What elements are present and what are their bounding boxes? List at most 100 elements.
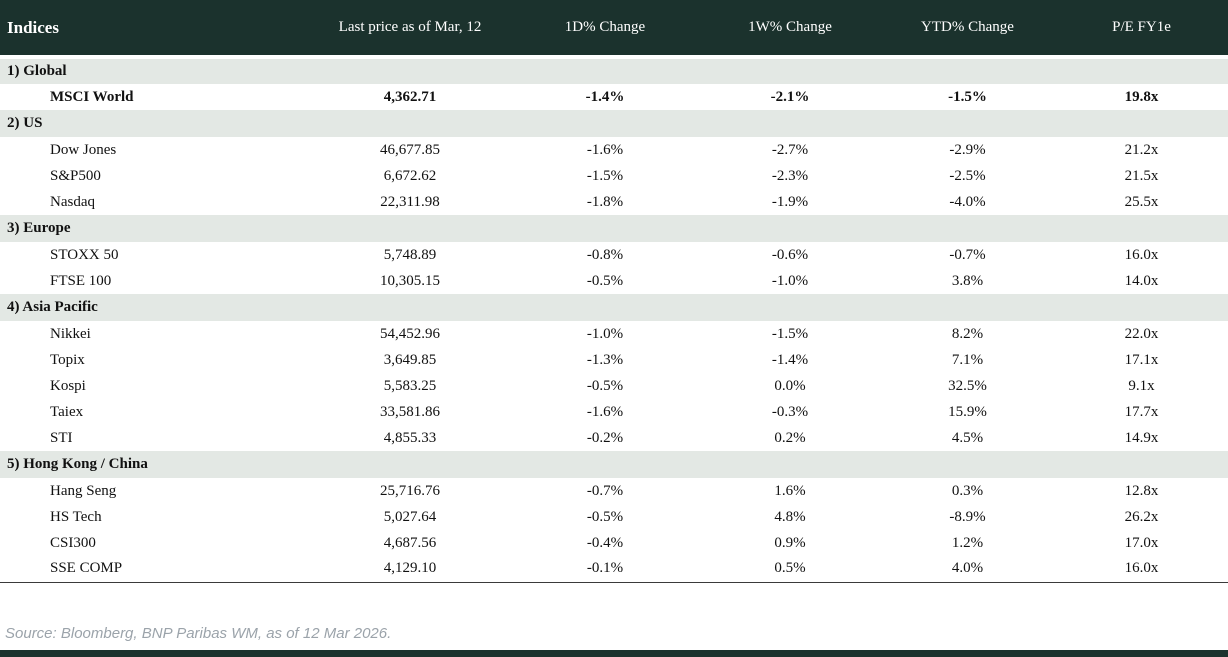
index-row: Topix 3,649.85 -1.3% -1.4% 7.1% 17.1x bbox=[0, 347, 1228, 373]
change-ytd-cell: -4.0% bbox=[880, 189, 1055, 215]
index-row: Kospi 5,583.25 -0.5% 0.0% 32.5% 9.1x bbox=[0, 373, 1228, 399]
index-name-cell: Dow Jones bbox=[0, 137, 310, 163]
index-row: STI 4,855.33 -0.2% 0.2% 4.5% 14.9x bbox=[0, 425, 1228, 451]
pe-cell: 12.8x bbox=[1055, 478, 1228, 504]
index-name-cell: Kospi bbox=[0, 373, 310, 399]
change-ytd-cell: 8.2% bbox=[880, 321, 1055, 347]
change-1d-cell: -1.6% bbox=[510, 137, 700, 163]
change-1d-cell: -0.2% bbox=[510, 425, 700, 451]
change-ytd-cell: 0.3% bbox=[880, 478, 1055, 504]
change-ytd-cell: 7.1% bbox=[880, 347, 1055, 373]
index-name-cell: STOXX 50 bbox=[0, 242, 310, 268]
change-ytd-cell: -2.9% bbox=[880, 137, 1055, 163]
change-1w-cell: -2.3% bbox=[700, 163, 880, 189]
bottom-accent-bar bbox=[0, 650, 1228, 657]
last-price-cell: 4,362.71 bbox=[310, 84, 510, 110]
pe-cell: 14.0x bbox=[1055, 268, 1228, 294]
change-1d-cell: -1.4% bbox=[510, 84, 700, 110]
index-name-cell: Nikkei bbox=[0, 321, 310, 347]
change-ytd-cell: 3.8% bbox=[880, 268, 1055, 294]
change-1d-cell: -1.8% bbox=[510, 189, 700, 215]
change-1w-cell: -1.4% bbox=[700, 347, 880, 373]
change-1w-cell: 0.0% bbox=[700, 373, 880, 399]
section-header-row: 5) Hong Kong / China bbox=[0, 451, 1228, 478]
index-row: MSCI World 4,362.71 -1.4% -2.1% -1.5% 19.8x bbox=[0, 84, 1228, 110]
pe-cell: 25.5x bbox=[1055, 189, 1228, 215]
last-price-cell: 4,855.33 bbox=[310, 425, 510, 451]
col-header-indices: Indices bbox=[0, 0, 310, 59]
index-name-cell: Hang Seng bbox=[0, 478, 310, 504]
change-1d-cell: -1.0% bbox=[510, 321, 700, 347]
section-header-row: 1) Global bbox=[0, 57, 1228, 84]
index-row: HS Tech 5,027.64 -0.5% 4.8% -8.9% 26.2x bbox=[0, 504, 1228, 530]
index-row: Dow Jones 46,677.85 -1.6% -2.7% -2.9% 21.2x bbox=[0, 137, 1228, 163]
index-name-cell: S&P500 bbox=[0, 163, 310, 189]
col-header-1w-change: 1W% Change bbox=[700, 0, 880, 59]
table-body: 1) Global MSCI World 4,362.71 -1.4% -2.1% -1.… bbox=[0, 57, 1228, 582]
change-1d-cell: -1.6% bbox=[510, 399, 700, 425]
pe-cell: 19.8x bbox=[1055, 84, 1228, 110]
change-ytd-cell: 1.2% bbox=[880, 530, 1055, 556]
section-label: 3) Europe bbox=[0, 215, 1228, 242]
section-label: 1) Global bbox=[0, 57, 1228, 84]
index-name-cell: Topix bbox=[0, 347, 310, 373]
last-price-cell: 33,581.86 bbox=[310, 399, 510, 425]
index-name-cell: HS Tech bbox=[0, 504, 310, 530]
change-1d-cell: -1.3% bbox=[510, 347, 700, 373]
index-name-cell: MSCI World bbox=[0, 84, 310, 110]
change-1d-cell: -0.7% bbox=[510, 478, 700, 504]
header-row: Indices Last price as of Mar, 12 1D% Cha… bbox=[0, 0, 1228, 59]
change-ytd-cell: 4.5% bbox=[880, 425, 1055, 451]
index-name-cell: SSE COMP bbox=[0, 556, 310, 582]
index-name-cell: FTSE 100 bbox=[0, 268, 310, 294]
index-row: Taiex 33,581.86 -1.6% -0.3% 15.9% 17.7x bbox=[0, 399, 1228, 425]
change-ytd-cell: -8.9% bbox=[880, 504, 1055, 530]
pe-cell: 17.1x bbox=[1055, 347, 1228, 373]
col-header-ytd-change: YTD% Change bbox=[880, 0, 1055, 59]
index-name-cell: STI bbox=[0, 425, 310, 451]
pe-cell: 16.0x bbox=[1055, 556, 1228, 582]
change-1w-cell: -0.3% bbox=[700, 399, 880, 425]
last-price-cell: 4,129.10 bbox=[310, 556, 510, 582]
table-header: Indices Last price as of Mar, 12 1D% Cha… bbox=[0, 0, 1228, 59]
index-row: SSE COMP 4,129.10 -0.1% 0.5% 4.0% 16.0x bbox=[0, 556, 1228, 582]
change-1d-cell: -0.5% bbox=[510, 504, 700, 530]
last-price-cell: 10,305.15 bbox=[310, 268, 510, 294]
section-header-row: 2) US bbox=[0, 110, 1228, 137]
change-ytd-cell: -2.5% bbox=[880, 163, 1055, 189]
change-1w-cell: 0.9% bbox=[700, 530, 880, 556]
change-1w-cell: -1.5% bbox=[700, 321, 880, 347]
pe-cell: 21.2x bbox=[1055, 137, 1228, 163]
change-1d-cell: -1.5% bbox=[510, 163, 700, 189]
change-ytd-cell: 15.9% bbox=[880, 399, 1055, 425]
last-price-cell: 5,583.25 bbox=[310, 373, 510, 399]
pe-cell: 17.7x bbox=[1055, 399, 1228, 425]
index-row: Nikkei 54,452.96 -1.0% -1.5% 8.2% 22.0x bbox=[0, 321, 1228, 347]
change-1w-cell: 0.2% bbox=[700, 425, 880, 451]
pe-cell: 17.0x bbox=[1055, 530, 1228, 556]
last-price-cell: 5,027.64 bbox=[310, 504, 510, 530]
index-name-cell: CSI300 bbox=[0, 530, 310, 556]
last-price-cell: 5,748.89 bbox=[310, 242, 510, 268]
change-1w-cell: -0.6% bbox=[700, 242, 880, 268]
section-header-row: 4) Asia Pacific bbox=[0, 294, 1228, 321]
last-price-cell: 4,687.56 bbox=[310, 530, 510, 556]
change-1w-cell: 0.5% bbox=[700, 556, 880, 582]
col-header-1d-change: 1D% Change bbox=[510, 0, 700, 59]
pe-cell: 22.0x bbox=[1055, 321, 1228, 347]
section-label: 4) Asia Pacific bbox=[0, 294, 1228, 321]
last-price-cell: 25,716.76 bbox=[310, 478, 510, 504]
change-1w-cell: -2.7% bbox=[700, 137, 880, 163]
index-row: Nasdaq 22,311.98 -1.8% -1.9% -4.0% 25.5x bbox=[0, 189, 1228, 215]
index-row: FTSE 100 10,305.15 -0.5% -1.0% 3.8% 14.0x bbox=[0, 268, 1228, 294]
last-price-cell: 6,672.62 bbox=[310, 163, 510, 189]
pe-cell: 9.1x bbox=[1055, 373, 1228, 399]
last-price-cell: 22,311.98 bbox=[310, 189, 510, 215]
index-row: Hang Seng 25,716.76 -0.7% 1.6% 0.3% 12.8x bbox=[0, 478, 1228, 504]
source-note: Source: Bloomberg, BNP Paribas WM, as of… bbox=[5, 624, 392, 642]
index-row: S&P500 6,672.62 -1.5% -2.3% -2.5% 21.5x bbox=[0, 163, 1228, 189]
index-row: STOXX 50 5,748.89 -0.8% -0.6% -0.7% 16.0x bbox=[0, 242, 1228, 268]
change-ytd-cell: 32.5% bbox=[880, 373, 1055, 399]
indices-table: Indices Last price as of Mar, 12 1D% Cha… bbox=[0, 0, 1228, 583]
index-name-cell: Taiex bbox=[0, 399, 310, 425]
